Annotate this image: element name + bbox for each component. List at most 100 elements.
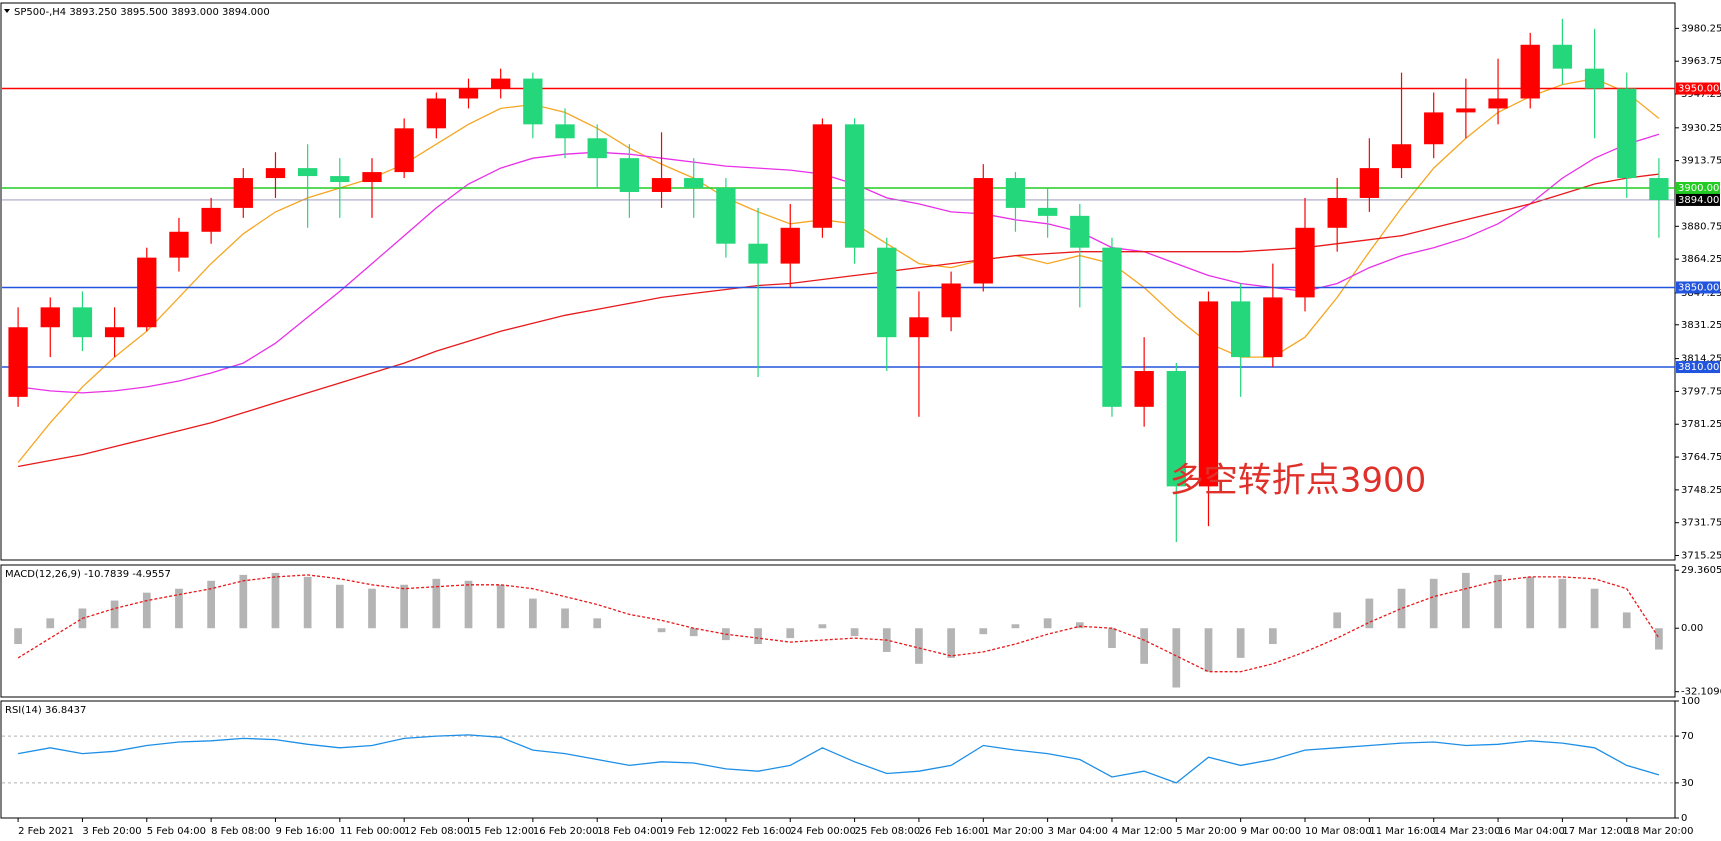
macd-bar	[1075, 622, 1084, 629]
y-tick-label: 3764.750	[1681, 452, 1721, 463]
x-tick-label: 1 Mar 20:00	[983, 826, 1043, 837]
candle-body	[8, 327, 28, 397]
candle-body	[909, 317, 929, 338]
candle-body	[973, 178, 993, 284]
y-tick-label: 3797.750	[1681, 386, 1721, 397]
last-price-label: 3894.000	[1678, 195, 1721, 206]
candle-body	[1102, 247, 1122, 407]
y-tick-label: 3715.250	[1681, 551, 1721, 562]
level-tag	[1676, 82, 1720, 95]
macd-bar	[1236, 628, 1245, 658]
candle-body	[458, 88, 479, 99]
macd-bar	[1494, 574, 1502, 629]
candle-body	[330, 176, 350, 183]
x-tick-label: 16 Mar 04:00	[1498, 826, 1565, 837]
level-tag	[1676, 281, 1720, 294]
rsi-line	[17, 734, 1660, 784]
candle-body	[40, 307, 60, 328]
candle-body	[1391, 144, 1412, 169]
candle-body	[780, 227, 800, 264]
macd-bar	[335, 584, 344, 629]
candle-body	[491, 78, 511, 89]
candle-body	[716, 188, 736, 244]
candle-body	[1520, 44, 1540, 99]
macd-bar	[1268, 628, 1277, 645]
macd-bar	[1108, 628, 1116, 648]
candle-body	[587, 138, 607, 159]
macd-bar	[1590, 588, 1599, 629]
candle-body	[1584, 68, 1605, 89]
candle-body	[877, 247, 897, 338]
candle-body	[297, 168, 318, 177]
x-tick-label: 3 Mar 04:00	[1048, 826, 1108, 837]
y-tick-label: 100	[1681, 696, 1700, 707]
y-tick-label: 3963.750	[1681, 56, 1721, 67]
x-tick-label: 19 Feb 12:00	[662, 826, 728, 837]
macd-bar	[1558, 578, 1567, 629]
candle-body	[1198, 301, 1219, 487]
macd-bar	[689, 628, 698, 637]
panel-border	[0, 2, 1676, 561]
candle-body	[1166, 371, 1186, 487]
macd-bar	[979, 628, 988, 635]
macd-bar	[1622, 612, 1631, 629]
x-tick-label: 18 Feb 04:00	[597, 826, 663, 837]
macd-bar	[1140, 628, 1149, 664]
macd-bar	[947, 628, 955, 658]
macd-bar	[1397, 588, 1406, 629]
macd-bar	[1204, 628, 1213, 672]
y-tick-label: 3814.250	[1681, 354, 1721, 365]
macd-bar	[1043, 618, 1052, 629]
x-tick-label: 9 Feb 16:00	[275, 826, 334, 837]
x-tick-label: 9 Mar 00:00	[1241, 826, 1301, 837]
y-tick-label: 0.00	[1681, 623, 1703, 634]
macd-bar	[915, 628, 923, 664]
y-tick-label: 3831.250	[1681, 320, 1721, 331]
x-tick-label: 18 Mar 20:00	[1627, 826, 1694, 837]
candle-body	[169, 231, 189, 258]
moving-average	[18, 133, 1660, 394]
moving-average	[17, 77, 1660, 463]
menu-arrow[interactable]	[4, 9, 10, 13]
last-price-tag	[1676, 193, 1720, 206]
x-tick-label: 17 Mar 12:00	[1562, 826, 1629, 837]
x-tick-label: 15 Feb 12:00	[469, 826, 535, 837]
x-tick-label: 10 Mar 08:00	[1305, 826, 1372, 837]
x-tick-label: 26 Feb 16:00	[919, 826, 985, 837]
macd-bar	[1333, 612, 1342, 629]
macd-bar	[593, 618, 602, 629]
candle-body	[1456, 108, 1476, 113]
x-tick-label: 8 Feb 08:00	[211, 826, 270, 837]
macd-bar	[818, 624, 827, 629]
macd-bar	[1011, 624, 1020, 629]
y-tick-label: 3731.750	[1681, 518, 1721, 529]
y-tick-label: 30	[1681, 778, 1694, 789]
macd-bar	[850, 628, 859, 637]
y-tick-label: 3980.250	[1681, 23, 1721, 34]
macd-bar	[142, 592, 151, 629]
candle-body	[1327, 197, 1347, 228]
candle-body	[362, 172, 382, 183]
y-tick-label: 3781.250	[1681, 419, 1721, 430]
panel-border	[0, 700, 1676, 819]
level-label: 3810.000	[1678, 362, 1721, 373]
level-tag	[1676, 182, 1720, 195]
x-tick-label: 5 Feb 04:00	[147, 826, 206, 837]
y-tick-label: 3880.750	[1681, 221, 1721, 232]
macd-bar	[400, 584, 409, 629]
x-tick-label: 14 Mar 23:00	[1434, 826, 1501, 837]
candle-body	[941, 283, 961, 318]
candle-body	[1263, 297, 1283, 358]
x-tick-label: 11 Feb 00:00	[340, 826, 406, 837]
y-tick-label: 3930.250	[1681, 123, 1721, 134]
macd-bar	[528, 598, 537, 629]
candle-body	[1424, 112, 1444, 145]
candle-body	[1617, 88, 1637, 179]
y-tick-label: 3864.250	[1681, 254, 1721, 265]
macd-bar	[1655, 628, 1663, 650]
annotation: 多空转折点3900	[1170, 461, 1427, 501]
candle-body	[523, 78, 543, 125]
x-tick-label: 2 Feb 2021	[18, 826, 74, 837]
macd-bar	[1429, 578, 1438, 629]
y-tick-label: 70	[1681, 731, 1694, 742]
